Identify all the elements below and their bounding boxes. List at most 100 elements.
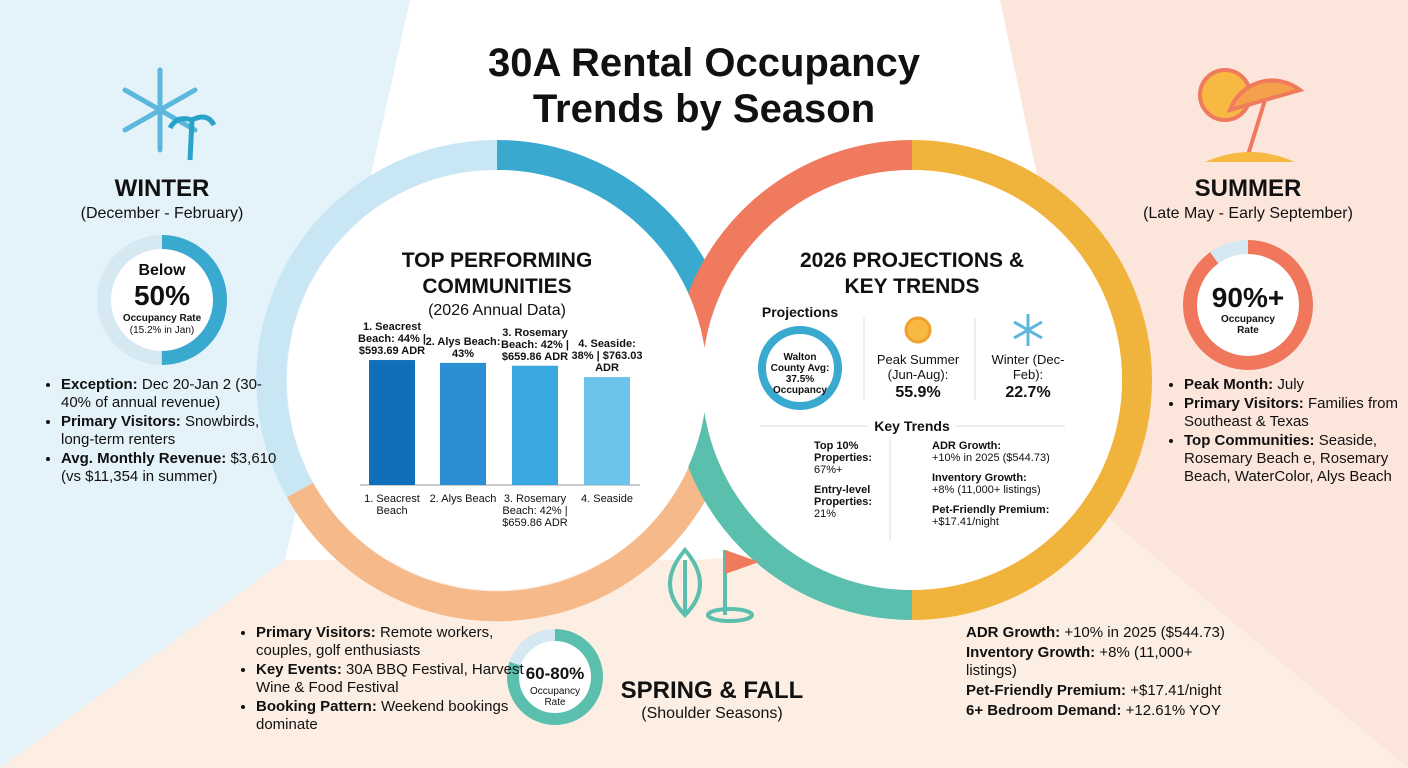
- bar: [584, 377, 630, 485]
- bullets: Primary Visitors: Remote workers, couple…: [240, 624, 541, 735]
- summer-panel: [1000, 0, 1408, 768]
- palm-icon: [167, 114, 217, 161]
- bullets: Peak Month: JulyPrimary Visitors: Famili…: [1168, 376, 1399, 487]
- bullet-label: Avg. Monthly Revenue:: [61, 450, 227, 467]
- bullet-label: Inventory Growth:: [932, 472, 1027, 484]
- bullet-text: Remote workers, couples, golf enthusiast…: [256, 624, 494, 659]
- bullet-text: +10% in 2025 ($544.73): [1064, 624, 1225, 641]
- bullet-text: +$17.41/night: [1130, 682, 1222, 699]
- gauge-arc: [1183, 240, 1313, 370]
- bullet-text: +$17.41/night: [932, 516, 999, 528]
- leaf-flag-icon: [668, 546, 759, 623]
- bullet: Pet-Friendly Premium: +$17.41/night: [902, 504, 1062, 528]
- highlights: ADR Growth: +10% in 2025 ($544.73) Invent…: [930, 624, 1230, 722]
- summer-label: Peak Summer (Jun-Aug):: [876, 352, 960, 382]
- gauge-caption: Occupancy Rate: [122, 313, 202, 324]
- bullet-label: Primary Visitors:: [61, 413, 181, 430]
- winter-label: Winter (Dec-Feb):: [991, 352, 1065, 382]
- x-tick-label: 3. Rosemary Beach: 42% | $659.86 ADR: [502, 493, 568, 529]
- bullet-text: Families from Southeast & Texas: [1184, 395, 1398, 430]
- bullet: Peak Month: July: [1184, 376, 1399, 394]
- gauge-label: 50%: [133, 280, 191, 311]
- bullet-label: ADR Growth:: [932, 440, 1002, 452]
- gauge-note: (15.2% in Jan): [129, 325, 195, 336]
- bullet-label: 6+ Bedroom Demand:: [966, 702, 1122, 719]
- bullet-label: Pet-Friendly Premium:: [966, 682, 1127, 699]
- bullet-text: +8% (11,000+ listings): [966, 644, 1193, 679]
- county-ring: [758, 326, 842, 410]
- bullet-label: Pet-Friendly Premium:: [932, 504, 1050, 516]
- chart-title: TOP PERFORMING COMMUNITIES: [401, 249, 593, 298]
- bullets: Exception: Dec 20-Jan 2 (30-40% of annua…: [45, 376, 291, 487]
- bullet-text: 67%+: [814, 464, 843, 476]
- gauge-arc: [507, 629, 603, 725]
- snow-small: [1013, 314, 1043, 346]
- bullet: Primary Visitors: Snowbirds, long-term r…: [61, 413, 291, 449]
- bullet-label: ADR Growth:: [966, 624, 1061, 641]
- gauge-caption: Occupancy Rate: [529, 686, 581, 708]
- bullet-text: Seaside, Rosemary Beach e, Rosemary Beac…: [1184, 432, 1392, 485]
- bullet: Top 10% Properties: 67%+: [772, 440, 882, 476]
- county: Walton County Avg: 37.5% Occupancy: [770, 352, 830, 396]
- x-tick-label: 2. Alys Beach: [429, 493, 497, 505]
- bar-value-label: 3. Rosemary Beach: 42% | $659.86 ADR: [501, 326, 569, 363]
- bullet: ADR Growth: +10% in 2025 ($544.73): [902, 440, 1062, 464]
- x-tick-label: 1. Seacrest Beach: [364, 493, 420, 517]
- bullet-text: 30A BBQ Festival, Harvest Wine & Food Fe…: [256, 661, 524, 696]
- bullet: Entry-level Properties: 21%: [772, 484, 882, 520]
- bar-value-label: 2. Alys Beach: 43%: [425, 335, 501, 360]
- bullet: Primary Visitors: Families from Southeas…: [1184, 395, 1399, 431]
- gauge-caption: Occupancy Rate: [1221, 314, 1275, 336]
- bullet-label: Top 10% Properties:: [814, 440, 873, 464]
- season-period: (December - February): [80, 205, 244, 222]
- bullet-label: Key Events:: [256, 661, 342, 678]
- bullet-text: +8% (11,000+ listings): [932, 484, 1041, 496]
- gauge-label: 90%+: [1211, 282, 1285, 313]
- bullet: Booking Pattern: Weekend bookings domina…: [256, 698, 541, 734]
- bullet: Exception: Dec 20-Jan 2 (30-40% of annua…: [61, 376, 291, 412]
- bullet-text: +12.61% YOY: [1125, 702, 1221, 719]
- bullet: Top Communities: Seaside, Rosemary Beach…: [1184, 432, 1399, 486]
- bullet: Inventory Growth: +8% (11,000+ listings): [930, 644, 1230, 680]
- x-tick-label: 4. Seaside: [581, 493, 633, 505]
- bullet-text: Dec 20-Jan 2 (30-40% of annual revenue): [61, 376, 262, 411]
- bullet-label: Booking Pattern:: [256, 698, 377, 715]
- bullet-text: Snowbirds, long-term renters: [61, 413, 260, 448]
- heading: Key Trends: [868, 418, 956, 434]
- bar-value-label: 1. Seacrest Beach: 44% | $593.69 ADR: [358, 321, 426, 358]
- bullet-label: Primary Visitors:: [256, 624, 376, 641]
- gauge-label: 60-80%: [525, 664, 585, 683]
- snowflake-icon: [122, 67, 198, 153]
- trend-list: ADR Growth: +10% in 2025 ($544.73) Invent…: [902, 440, 1062, 536]
- season-period: (Shoulder Seasons): [641, 705, 783, 722]
- bar: [512, 365, 558, 485]
- bullet: Pet-Friendly Premium: +$17.41/night: [930, 682, 1230, 700]
- season-name: SPRING & FALL: [620, 677, 804, 704]
- season-period: (Late May - Early September): [1143, 205, 1353, 222]
- gauge-prefix: Below: [138, 262, 186, 279]
- sun-small: [904, 316, 932, 344]
- season-name: WINTER: [114, 175, 210, 202]
- bullet-label: Inventory Growth:: [966, 644, 1096, 661]
- chart-subtitle: (2026 Annual Data): [428, 302, 566, 319]
- bar-value-label: 4. Seaside: 38% | $763.03 ADR: [571, 338, 643, 375]
- projections-title: 2026 PROJECTIONS & KEY TRENDS: [799, 249, 1025, 298]
- bullet: 6+ Bedroom Demand: +12.61% YOY: [930, 702, 1230, 720]
- summer-value: 55.9%: [895, 384, 941, 401]
- bullet: ADR Growth: +10% in 2025 ($544.73): [930, 624, 1230, 642]
- bullet: Primary Visitors: Remote workers, couple…: [256, 624, 541, 660]
- bullet: Inventory Growth: +8% (11,000+ listings): [902, 472, 1062, 496]
- gauge-arc: [97, 235, 227, 365]
- bullet-text: 21%: [814, 508, 837, 520]
- bullet-label: Exception:: [61, 376, 138, 393]
- bullet-label: Peak Month:: [1184, 376, 1274, 393]
- winter-panel: [0, 0, 410, 768]
- bullet-label: Top Communities:: [1184, 432, 1315, 449]
- bullet-text: July: [1277, 376, 1305, 393]
- bullet: Avg. Monthly Revenue: $3,610 (vs $11,354…: [61, 450, 291, 486]
- winter-value: 22.7%: [1005, 384, 1051, 401]
- bar: [369, 360, 415, 485]
- bullet-label: Primary Visitors:: [1184, 395, 1304, 412]
- title: 30A Rental Occupancy Trends by Season: [487, 41, 920, 131]
